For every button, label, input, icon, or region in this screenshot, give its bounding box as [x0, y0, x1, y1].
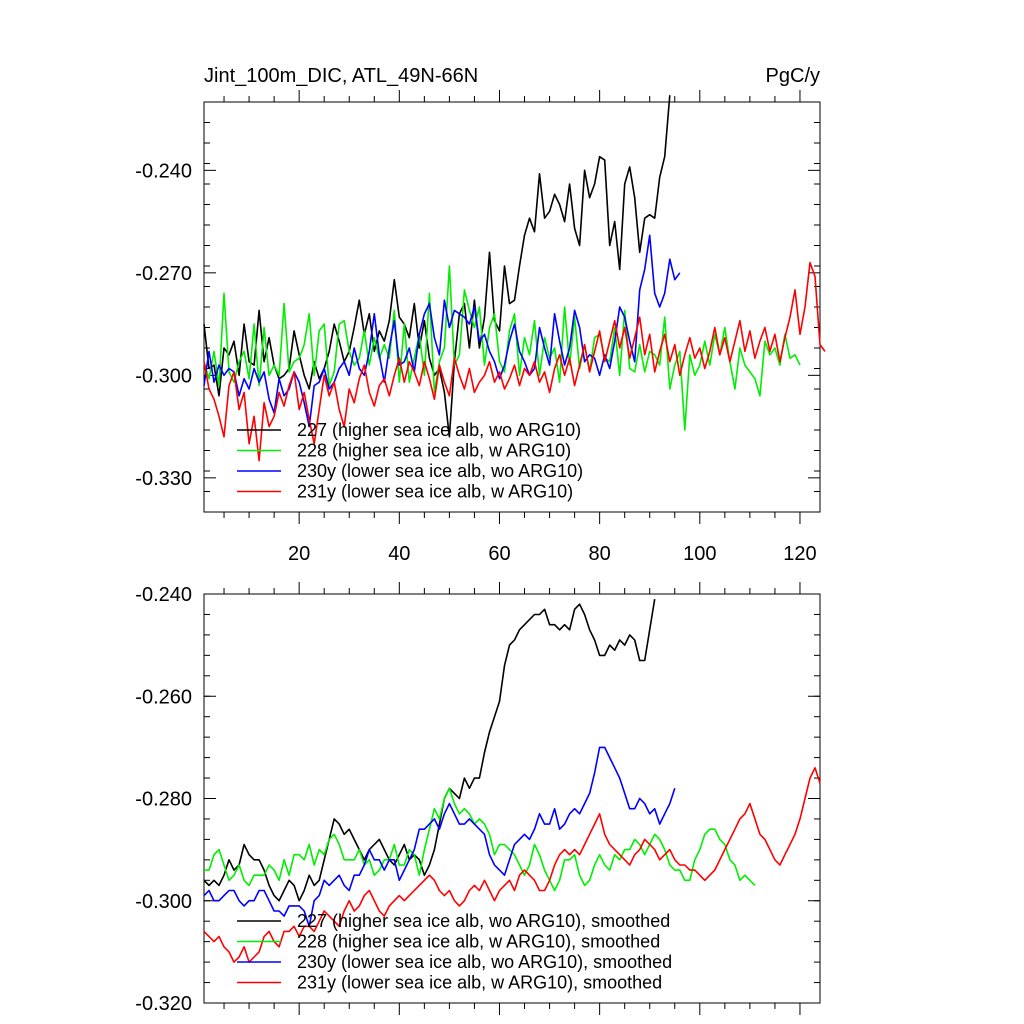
legend-label-2: 230y (lower sea ice alb, wo ARG10), smoo… — [297, 952, 672, 972]
y-tick-label: -0.280 — [135, 789, 192, 811]
series-line-3 — [203, 261, 826, 462]
x-tick-label: 20 — [288, 543, 310, 565]
y-tick-label: -0.300 — [135, 365, 192, 387]
units-label: PgC/y — [766, 65, 820, 87]
x-tick-label: 60 — [488, 543, 510, 565]
series-line-2 — [203, 234, 681, 428]
y-tick-label: -0.270 — [135, 263, 192, 285]
legend-label-3: 231y (lower sea ice alb, w ARG10) — [297, 482, 573, 502]
top-panel: -0.240 -0.270 -0.300 -0.330 20 40 60 80 100 120 22… — [135, 90, 826, 565]
x-tick-label: 40 — [388, 543, 410, 565]
legend-label-0: 227 (higher sea ice alb, wo ARG10) — [297, 420, 581, 440]
legend-label-0: 227 (higher sea ice alb, wo ARG10), smoo… — [297, 911, 670, 931]
series-line-1 — [204, 787, 756, 892]
y-tick-label: -0.300 — [135, 891, 192, 913]
series-line-0 — [203, 598, 656, 902]
y-tick-label: -0.260 — [135, 686, 192, 708]
legend-label-1: 228 (higher sea ice alb, w ARG10), smoot… — [297, 932, 660, 952]
y-tick-label: -0.240 — [135, 584, 192, 606]
series-line-2 — [203, 746, 676, 928]
y-tick-label: -0.330 — [135, 468, 192, 490]
legend-label-1: 228 (higher sea ice alb, w ARG10) — [297, 441, 571, 461]
plot-title: Jint_100m_DIC, ATL_49N-66N — [204, 65, 478, 87]
series-line-1 — [203, 265, 801, 431]
x-tick-label: 120 — [783, 543, 816, 565]
bottom-panel: -0.240 -0.260 -0.280 -0.300 -0.320 227 (highe… — [135, 582, 821, 1015]
x-tick-label: 100 — [683, 543, 716, 565]
legend-label-2: 230y (lower sea ice alb, wo ARG10) — [297, 461, 583, 481]
y-tick-label: -0.240 — [135, 160, 192, 182]
legend-label-3: 231y (lower sea ice alb, w ARG10), smoot… — [297, 973, 662, 993]
series-line-0 — [203, 95, 671, 438]
x-tick-label: 80 — [589, 543, 611, 565]
y-tick-label: -0.320 — [135, 993, 192, 1015]
series-line-3 — [203, 766, 821, 963]
